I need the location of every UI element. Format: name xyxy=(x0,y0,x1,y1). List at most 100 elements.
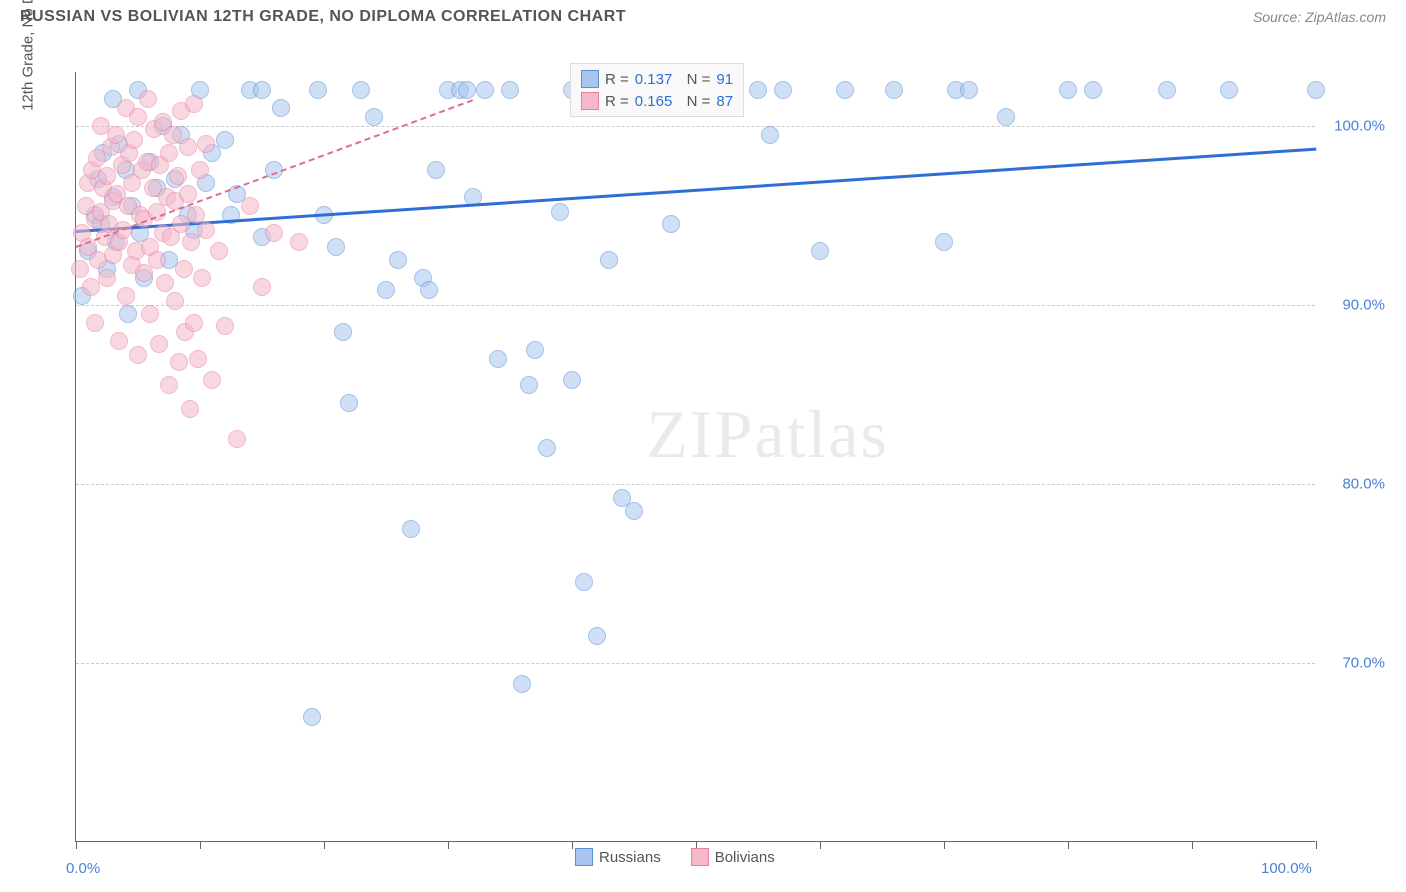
scatter-point xyxy=(960,81,978,99)
scatter-point xyxy=(761,126,779,144)
scatter-point xyxy=(836,81,854,99)
scatter-point xyxy=(117,287,135,305)
scatter-point xyxy=(402,520,420,538)
scatter-point xyxy=(110,332,128,350)
scatter-point xyxy=(203,371,221,389)
scatter-point xyxy=(352,81,370,99)
scatter-point xyxy=(189,350,207,368)
y-tick-label: 80.0% xyxy=(1342,475,1385,492)
scatter-point xyxy=(551,203,569,221)
x-tick-label: 100.0% xyxy=(1261,860,1312,877)
scatter-point xyxy=(185,95,203,113)
scatter-point xyxy=(811,242,829,260)
scatter-point xyxy=(175,260,193,278)
series-legend-item: Bolivians xyxy=(691,846,775,868)
scatter-point xyxy=(476,81,494,99)
scatter-point xyxy=(129,108,147,126)
gridline xyxy=(76,126,1315,127)
y-axis-label: 12th Grade, No Diploma xyxy=(20,0,37,111)
x-tick-mark xyxy=(324,841,325,849)
scatter-point xyxy=(1158,81,1176,99)
x-tick-mark xyxy=(1192,841,1193,849)
scatter-point xyxy=(389,251,407,269)
scatter-point xyxy=(181,400,199,418)
scatter-point xyxy=(327,238,345,256)
scatter-point xyxy=(160,376,178,394)
stats-legend-row: R = 0.165 N = 87 xyxy=(581,90,733,112)
scatter-point xyxy=(774,81,792,99)
scatter-point xyxy=(749,81,767,99)
scatter-point xyxy=(241,197,259,215)
scatter-point xyxy=(119,305,137,323)
series-name: Bolivians xyxy=(715,849,775,866)
scatter-point xyxy=(458,81,476,99)
chart-title: RUSSIAN VS BOLIVIAN 12TH GRADE, NO DIPLO… xyxy=(20,8,626,26)
scatter-point xyxy=(160,144,178,162)
scatter-point xyxy=(191,161,209,179)
legend-r-label: R = xyxy=(605,93,629,110)
legend-n-value: 87 xyxy=(716,93,733,110)
legend-n-value: 91 xyxy=(716,71,733,88)
y-tick-label: 90.0% xyxy=(1342,296,1385,313)
scatter-point xyxy=(107,126,125,144)
scatter-point xyxy=(538,439,556,457)
legend-swatch xyxy=(581,70,599,88)
scatter-point xyxy=(489,350,507,368)
legend-swatch xyxy=(581,92,599,110)
scatter-point xyxy=(1307,81,1325,99)
scatter-point xyxy=(935,233,953,251)
scatter-point xyxy=(166,292,184,310)
scatter-point xyxy=(139,90,157,108)
scatter-point xyxy=(125,131,143,149)
scatter-point xyxy=(575,573,593,591)
gridline xyxy=(76,305,1315,306)
watermark-text: ZIPatlas xyxy=(646,395,889,474)
scatter-point xyxy=(334,323,352,341)
scatter-point xyxy=(265,224,283,242)
scatter-point xyxy=(309,81,327,99)
scatter-point xyxy=(427,161,445,179)
scatter-point xyxy=(290,233,308,251)
scatter-point xyxy=(169,167,187,185)
scatter-point xyxy=(662,215,680,233)
gridline xyxy=(76,484,1315,485)
scatter-point xyxy=(1084,81,1102,99)
x-tick-mark xyxy=(448,841,449,849)
scatter-point xyxy=(513,675,531,693)
legend-n-label: N = xyxy=(678,93,710,110)
series-legend-item: Russians xyxy=(575,846,661,868)
legend-swatch xyxy=(691,848,709,866)
trend-line xyxy=(76,147,1316,232)
x-tick-mark xyxy=(1068,841,1069,849)
source-label: Source: ZipAtlas.com xyxy=(1253,9,1386,25)
scatter-point xyxy=(253,81,271,99)
scatter-point xyxy=(197,135,215,153)
scatter-point xyxy=(98,269,116,287)
x-tick-mark xyxy=(820,841,821,849)
x-tick-mark xyxy=(200,841,201,849)
x-tick-mark xyxy=(76,841,77,849)
scatter-point xyxy=(340,394,358,412)
stats-legend: R = 0.137 N = 91R = 0.165 N = 87 xyxy=(570,63,744,117)
plot-area: ZIPatlas 70.0%80.0%90.0%100.0%0.0%100.0% xyxy=(75,72,1315,842)
scatter-point xyxy=(164,126,182,144)
scatter-point xyxy=(501,81,519,99)
legend-swatch xyxy=(575,848,593,866)
scatter-point xyxy=(1059,81,1077,99)
scatter-point xyxy=(210,242,228,260)
scatter-point xyxy=(150,335,168,353)
scatter-point xyxy=(71,260,89,278)
y-tick-label: 100.0% xyxy=(1334,117,1385,134)
scatter-point xyxy=(197,221,215,239)
scatter-point xyxy=(82,278,100,296)
scatter-point xyxy=(228,430,246,448)
x-tick-mark xyxy=(1316,841,1317,849)
scatter-point xyxy=(520,376,538,394)
scatter-point xyxy=(193,269,211,287)
scatter-point xyxy=(625,502,643,520)
scatter-point xyxy=(170,353,188,371)
x-tick-mark xyxy=(944,841,945,849)
scatter-point xyxy=(216,317,234,335)
scatter-point xyxy=(129,346,147,364)
scatter-point xyxy=(86,314,104,332)
